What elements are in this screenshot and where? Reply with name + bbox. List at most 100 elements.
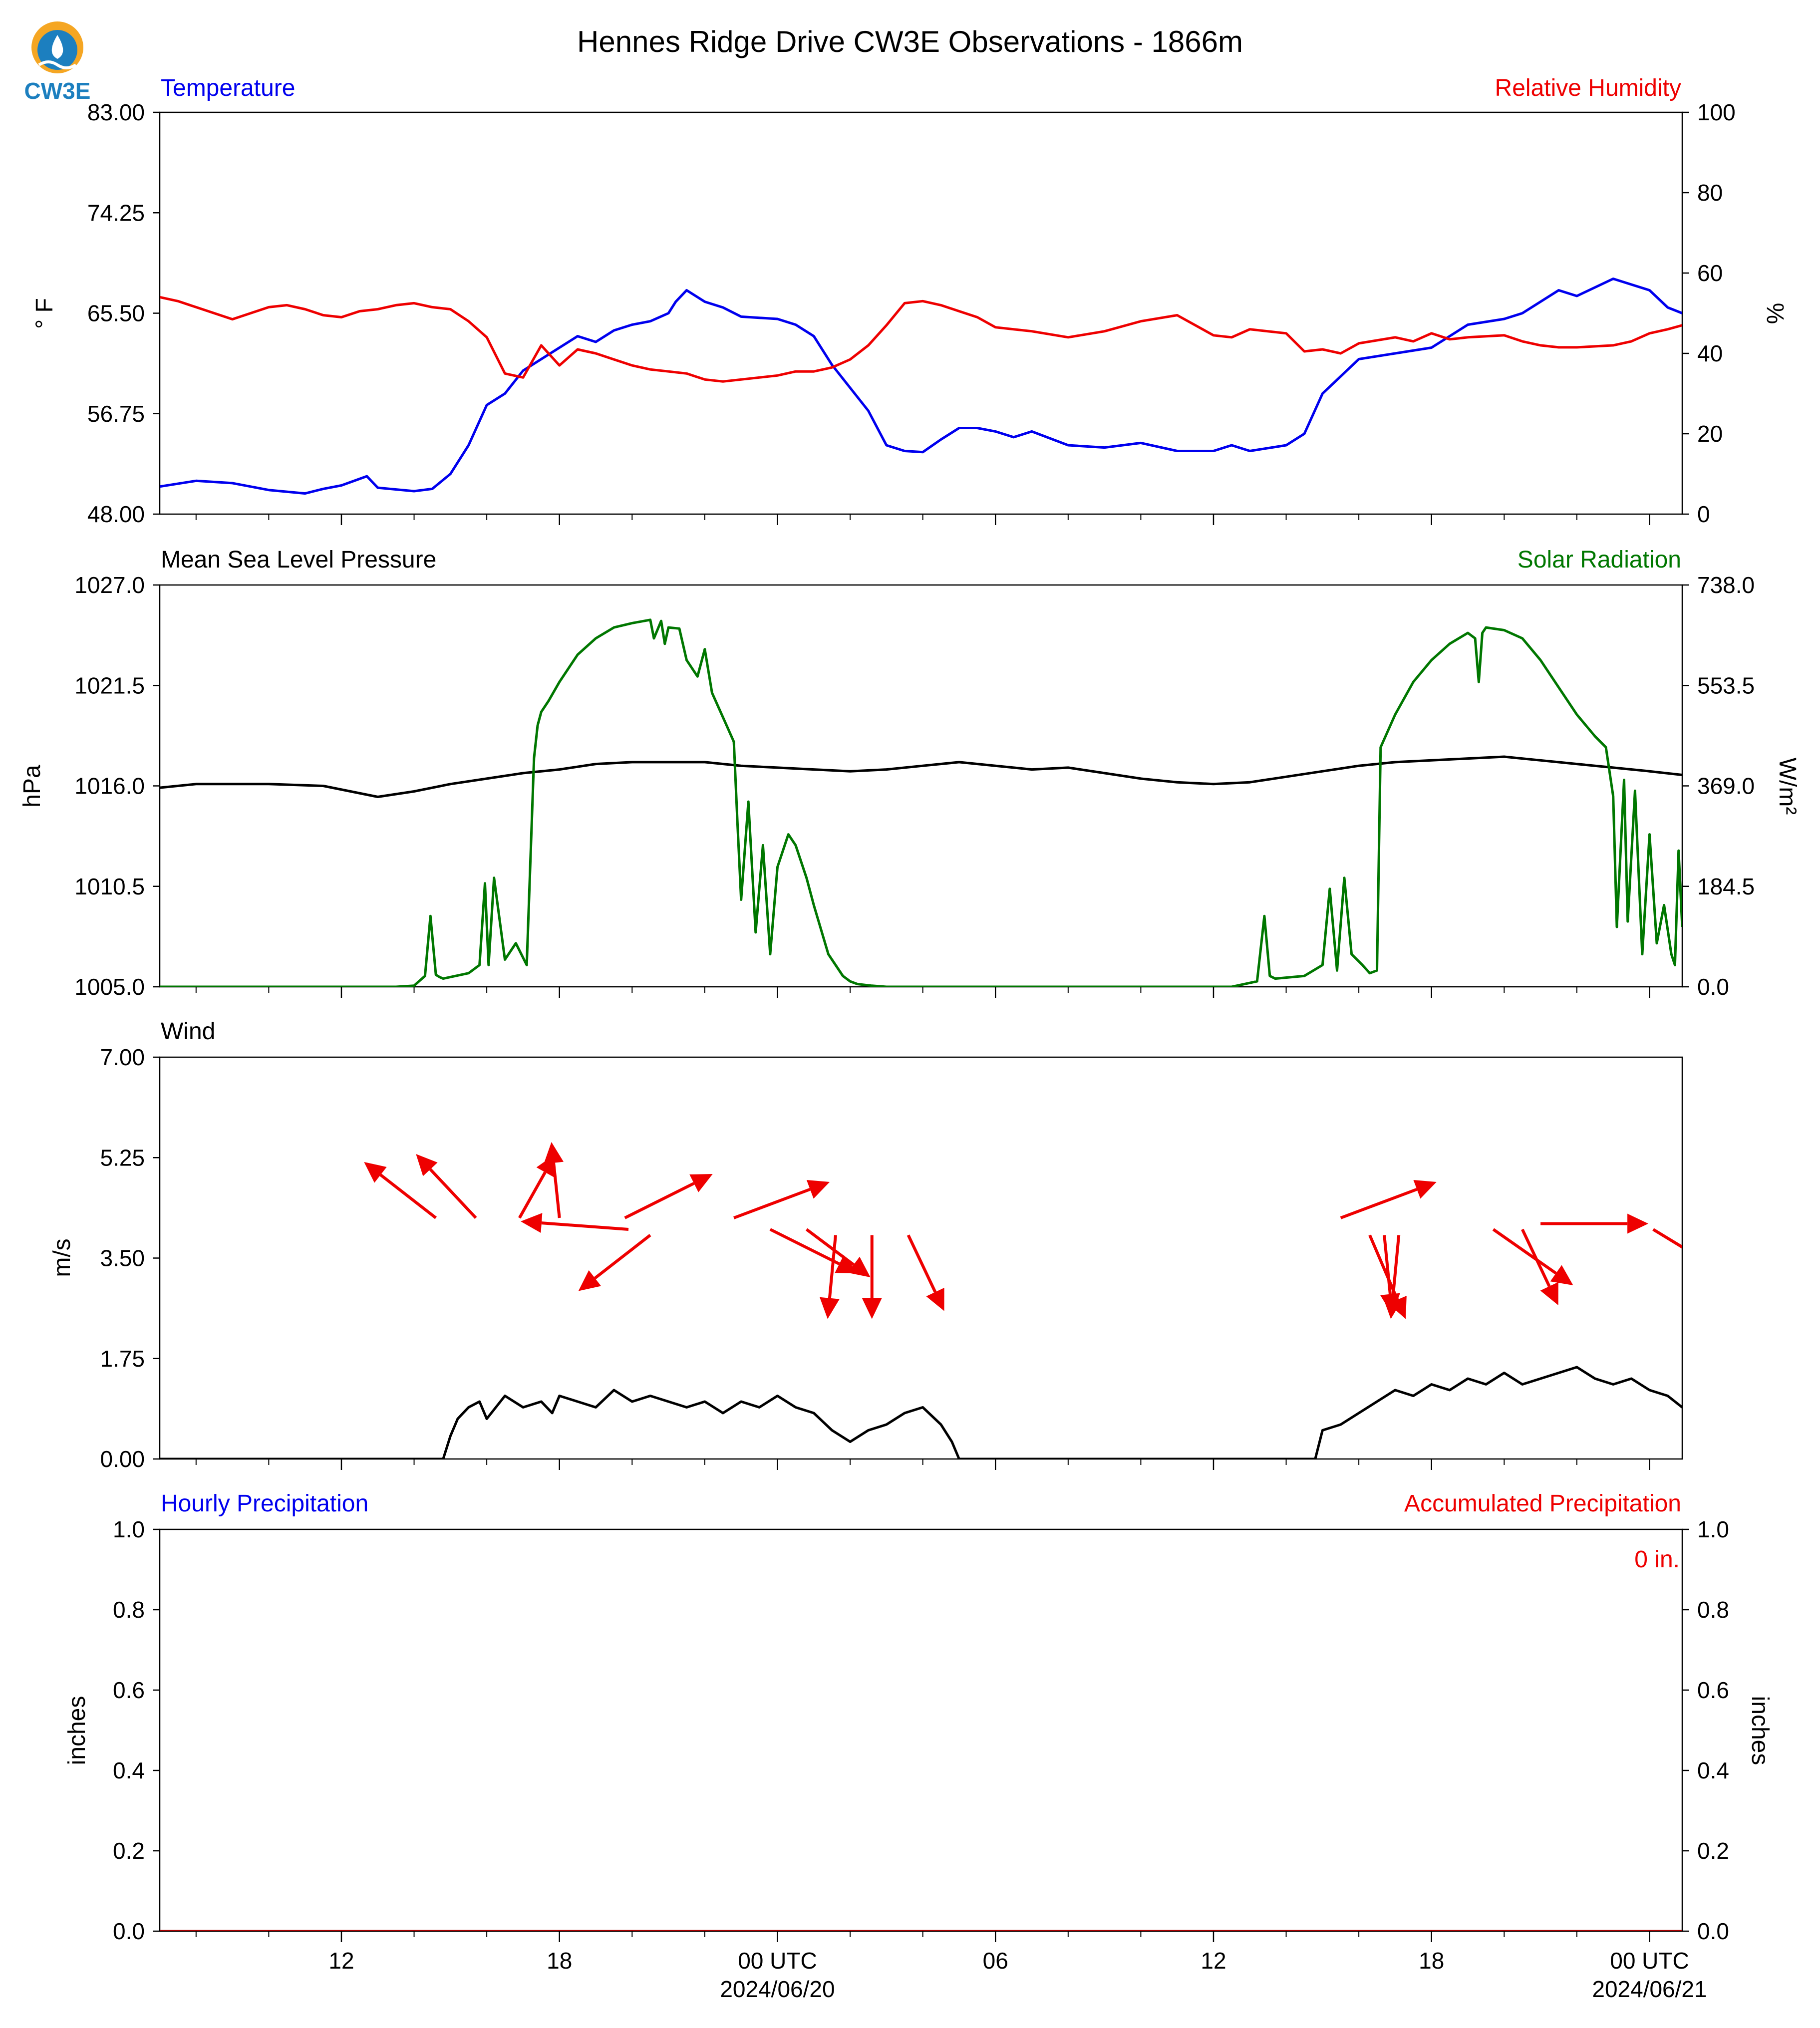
x-ticks <box>195 1459 1650 1470</box>
y-tick-label: 48.00 <box>87 501 145 527</box>
series-relative-humidity <box>160 295 1682 383</box>
x-tick-date-label: 2024/06/20 <box>720 1976 835 2002</box>
y-tick-label: 0.2 <box>1697 1838 1729 1864</box>
x-tick-label: 12 <box>328 1948 354 1974</box>
y-axis-label-right: % <box>1762 303 1788 324</box>
y-tick-label: 1027.0 <box>74 572 145 598</box>
y-tick-label: 20 <box>1697 421 1723 447</box>
y-axis-label-right: inches <box>1747 1696 1773 1765</box>
y-tick-label: 738.0 <box>1697 572 1755 598</box>
wind-arrow <box>1383 1235 1403 1319</box>
panel-frame <box>159 1528 1683 1932</box>
y-tick-label: 7.00 <box>100 1044 145 1070</box>
hourly-precip-label: Hourly Precipitation <box>161 1490 368 1517</box>
y-ticks-right: 0.0 0.2 0.4 0.6 0.8 1.0 <box>1682 1516 1729 1944</box>
series-layer <box>160 618 1682 987</box>
y-tick-label: 56.75 <box>87 401 145 427</box>
wind-arrow <box>1652 1228 1682 1249</box>
y-axis-label-left: inches <box>64 1696 90 1765</box>
x-ticks <box>195 514 1650 525</box>
x-tick-label: 18 <box>1419 1948 1444 1974</box>
logo-text: CW3E <box>24 78 91 104</box>
humidity-label: Relative Humidity <box>1495 75 1681 101</box>
wind-arrow <box>1340 1180 1437 1219</box>
series-layer <box>160 278 1682 495</box>
y-tick-label: 83.00 <box>87 99 145 125</box>
y-tick-label: 1005.0 <box>74 974 145 1000</box>
wind-arrow <box>578 1234 651 1291</box>
y-tick-label: 0.8 <box>113 1597 145 1623</box>
x-tick-label: 00 UTC <box>1610 1948 1689 1974</box>
temperature-label: Temperature <box>161 75 295 101</box>
x-tick-label: 18 <box>547 1948 572 1974</box>
y-ticks-right: 0.0 184.5 369.0 553.5 738.0 <box>1682 572 1755 1000</box>
wind-label: Wind <box>161 1018 215 1045</box>
panel-precipitation: Hourly Precipitation Accumulated Precipi… <box>64 1490 1773 2002</box>
y-tick-label: 1016.0 <box>74 773 145 799</box>
y-axis-label-left: ° F <box>31 298 58 329</box>
y-tick-label: 65.50 <box>87 300 145 326</box>
panel-frame <box>159 1056 1683 1460</box>
wind-arrow <box>805 1228 871 1277</box>
y-axis-label-right: W/m² <box>1774 758 1801 815</box>
y-tick-label: 1010.5 <box>74 873 145 899</box>
y-tick-label: 184.5 <box>1697 873 1755 899</box>
y-tick-label: 0.0 <box>113 1918 145 1944</box>
y-tick-label: 60 <box>1697 260 1723 286</box>
wind-arrow <box>624 1174 713 1219</box>
y-tick-label: 40 <box>1697 340 1723 366</box>
y-tick-label: 80 <box>1697 180 1723 206</box>
y-tick-label: 0.4 <box>113 1757 145 1783</box>
y-tick-label: 74.25 <box>87 200 145 226</box>
panel-wind: Wind m/s 0.00 1.75 3.50 5.25 7.00 <box>49 1018 1770 1472</box>
y-ticks-left: 1005.0 1010.5 1016.0 1021.5 1027.0 <box>74 572 160 1000</box>
y-ticks-left: 0.0 0.2 0.4 0.6 0.8 1.0 <box>113 1516 160 1944</box>
accum-precip-label: Accumulated Precipitation <box>1404 1490 1681 1517</box>
wind-arrow <box>862 1235 882 1319</box>
x-tick-date-label: 2024/06/21 <box>1592 1976 1707 2002</box>
wind-arrow <box>1492 1228 1573 1285</box>
wind-arrow <box>1540 1213 1649 1234</box>
logo-wave-icon <box>38 60 77 69</box>
y-tick-label: 0.8 <box>1697 1597 1729 1623</box>
y-tick-label: 5.25 <box>100 1145 145 1170</box>
y-tick-label: 0.4 <box>1697 1757 1729 1783</box>
y-axis-label-left: m/s <box>49 1238 75 1277</box>
solar-label: Solar Radiation <box>1517 547 1681 573</box>
y-tick-label: 0.00 <box>100 1446 145 1472</box>
pressure-label: Mean Sea Level Pressure <box>161 547 436 573</box>
y-tick-label: 1.0 <box>1697 1516 1729 1542</box>
logo-drop-icon <box>51 35 63 59</box>
y-ticks-left: 48.00 56.75 65.50 74.25 83.00 <box>87 99 160 527</box>
wind-arrow <box>907 1234 944 1311</box>
y-tick-label: 553.5 <box>1697 672 1755 698</box>
y-ticks-left: 0.00 1.75 3.50 5.25 7.00 <box>100 1044 160 1472</box>
x-ticks <box>195 1931 1650 1942</box>
y-tick-label: 100 <box>1697 99 1736 125</box>
y-tick-label: 0.0 <box>1697 974 1729 1000</box>
x-tick-label: 00 UTC <box>738 1948 817 1974</box>
wind-arrow <box>1686 1229 1770 1263</box>
panel-pressure-solar: Mean Sea Level Pressure Solar Radiation … <box>19 547 1801 1000</box>
y-tick-label: 369.0 <box>1697 773 1755 799</box>
series-mean-sea-level-pressure <box>160 755 1682 798</box>
series-wind <box>160 1366 1682 1459</box>
x-tick-label: 12 <box>1201 1948 1226 1974</box>
wind-arrow <box>518 1154 556 1219</box>
series-temperature <box>160 278 1682 495</box>
panel-frame <box>159 584 1683 988</box>
y-tick-label: 0.6 <box>1697 1677 1729 1703</box>
y-axis-label-left: hPa <box>19 765 45 808</box>
y-ticks-right: 0 20 40 60 80 100 <box>1682 99 1736 527</box>
y-tick-label: 1.75 <box>100 1346 145 1372</box>
accum-precip-annotation: 0 in. <box>1634 1546 1680 1573</box>
wind-arrow <box>733 1180 830 1219</box>
wind-arrow <box>364 1162 437 1219</box>
y-tick-label: 0.0 <box>1697 1918 1729 1944</box>
y-tick-label: 1.0 <box>113 1516 145 1542</box>
y-tick-label: 0 <box>1697 501 1710 527</box>
x-tick-label: 06 <box>983 1948 1008 1974</box>
y-tick-label: 3.50 <box>100 1245 145 1271</box>
chart-title: Hennes Ridge Drive CW3E Observations - 1… <box>577 25 1243 58</box>
